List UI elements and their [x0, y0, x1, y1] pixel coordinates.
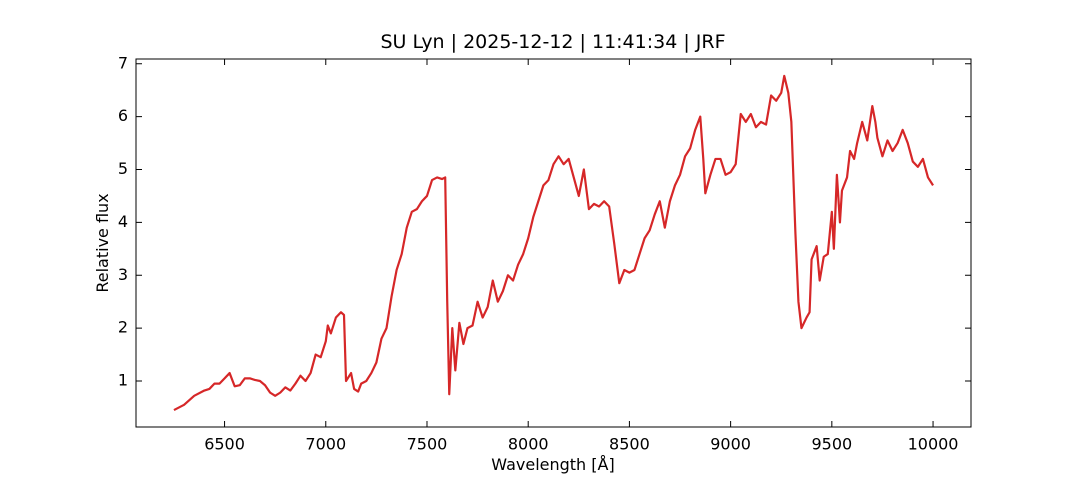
x-tick-label: 9000 — [710, 435, 751, 454]
y-tick-label: 6 — [118, 106, 128, 125]
x-axis-label: Wavelength [Å] — [491, 455, 614, 474]
x-tick-label: 7000 — [305, 435, 346, 454]
x-tick-label: 7500 — [407, 435, 448, 454]
y-tick-label: 1 — [118, 371, 128, 390]
chart-title: SU Lyn | 2025-12-12 | 11:41:34 | JRF — [380, 31, 725, 53]
y-tick-label: 4 — [118, 212, 128, 231]
y-tick-label: 5 — [118, 159, 128, 178]
y-tick-label: 3 — [118, 265, 128, 284]
x-tick-label: 8000 — [508, 435, 549, 454]
y-tick-label: 2 — [118, 318, 128, 337]
spectrum-line — [173, 74, 934, 412]
y-axis-label: Relative flux — [93, 193, 112, 292]
x-tick-label: 8500 — [609, 435, 650, 454]
x-tick-label: 10000 — [908, 435, 959, 454]
plot-frame — [135, 58, 972, 428]
x-tick-label: 9500 — [811, 435, 852, 454]
y-tick-label: 7 — [118, 53, 128, 72]
x-tick-label: 6500 — [204, 435, 245, 454]
